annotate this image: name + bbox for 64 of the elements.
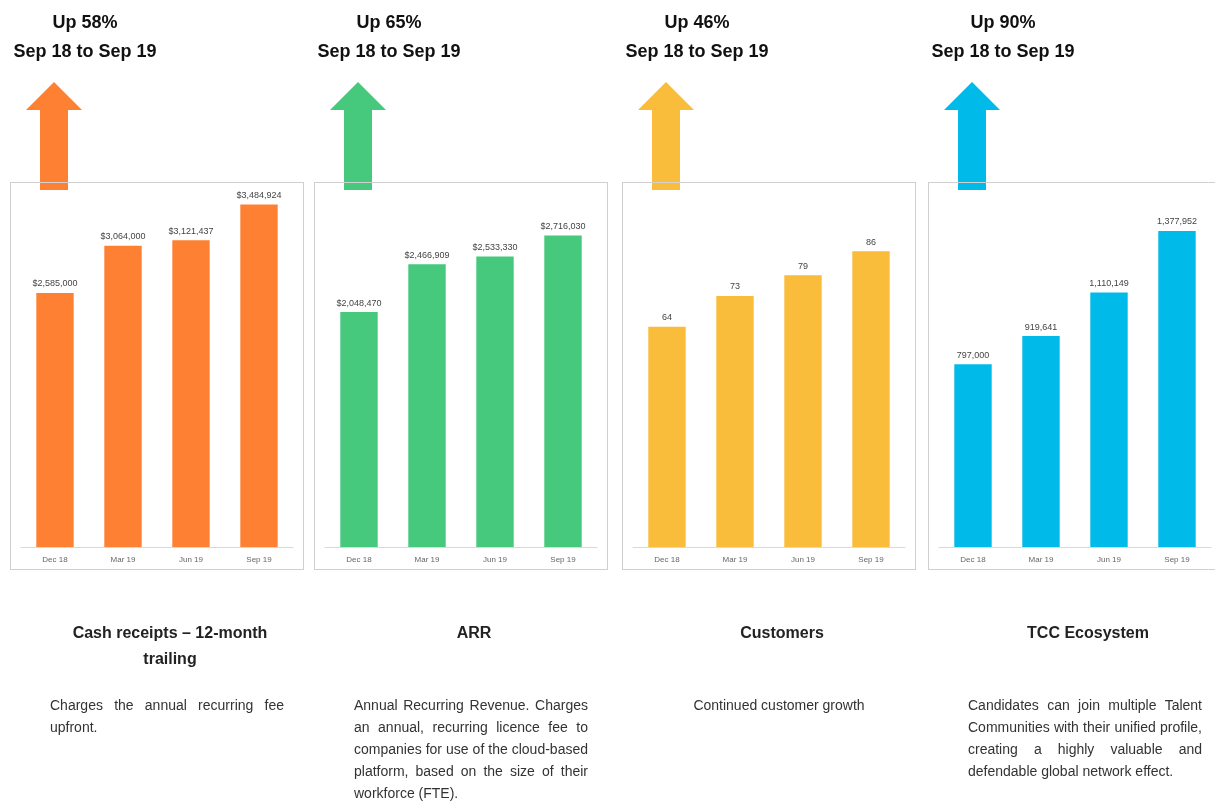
x-tick-label: Sep 19 <box>550 554 577 564</box>
x-tick-label: Jun 19 <box>1096 554 1122 564</box>
text: TCC Ecosystem <box>1026 623 1150 643</box>
data-label: $2,585,000 <box>32 278 78 289</box>
x-tick-label: Mar 19 <box>1028 554 1054 564</box>
x-tick-label: Dec 18 <box>960 554 987 564</box>
bar <box>1090 292 1128 547</box>
x-tick-label: Jun 19 <box>178 554 204 564</box>
data-label: $3,121,437 <box>168 225 214 236</box>
bar <box>240 204 278 547</box>
data-label: $2,533,330 <box>472 242 518 253</box>
bar <box>172 240 210 547</box>
data-label: $3,484,924 <box>236 189 282 200</box>
bar <box>648 326 686 547</box>
text: Sep 18 to Sep 19 <box>624 40 770 63</box>
text: Sep 18 to Sep 19 <box>930 40 1076 63</box>
text: Sep 18 to Sep 19 <box>316 40 462 63</box>
text: Sep 18 to Sep 19 <box>12 40 158 63</box>
text: Continued customer growth <box>692 696 866 715</box>
x-tick-label: Jun 19 <box>790 554 816 564</box>
text: Cash receipts – 12-month trailing <box>71 623 269 669</box>
bar <box>104 245 142 547</box>
data-label: $3,064,000 <box>100 231 146 242</box>
data-label: $2,048,470 <box>336 297 382 308</box>
text: Up 90% <box>969 11 1037 34</box>
bar <box>784 275 822 547</box>
data-label: 64 <box>661 312 673 323</box>
text: Customers <box>739 623 825 643</box>
data-label: 79 <box>797 260 809 271</box>
text: Annual Recurring Revenue. Charges an annual, recurring licence fee to companies for use of the cloud-based platform, based on the size of their workforce (FTE). <box>354 696 588 803</box>
data-label: 73 <box>729 281 741 292</box>
text: Up 58% <box>51 11 119 34</box>
x-tick-label: Sep 19 <box>246 554 273 564</box>
text: Charges the annual recurring fee upfront. <box>50 696 284 737</box>
data-label: 86 <box>865 236 877 247</box>
text: Up 65% <box>355 11 423 34</box>
x-tick-label: Dec 18 <box>346 554 373 564</box>
x-tick-label: Sep 19 <box>1164 554 1191 564</box>
text: Candidates can join multiple Talent Communities with their unified profile, creating a highly valuable and defendable global network effect. <box>968 696 1202 781</box>
text: ARR <box>455 623 493 643</box>
bar <box>852 251 890 547</box>
data-label: $2,466,909 <box>404 249 450 260</box>
x-tick-label: Sep 19 <box>858 554 885 564</box>
x-tick-label: Jun 19 <box>482 554 508 564</box>
bar <box>340 312 378 547</box>
data-label: 1,110,149 <box>1089 277 1129 288</box>
data-label: 797,000 <box>956 349 990 360</box>
bar <box>476 256 514 547</box>
data-label: 1,377,952 <box>1156 216 1198 227</box>
data-label: 919,641 <box>1024 321 1058 332</box>
bar <box>408 264 446 547</box>
x-tick-label: Dec 18 <box>42 554 69 564</box>
bar <box>1022 336 1060 547</box>
bar <box>954 364 992 547</box>
x-tick-label: Mar 19 <box>722 554 748 564</box>
bar <box>1158 230 1196 547</box>
x-tick-label: Dec 18 <box>654 554 681 564</box>
text: Up 46% <box>663 11 731 34</box>
x-tick-label: Mar 19 <box>414 554 440 564</box>
bar <box>716 295 754 547</box>
x-tick-label: Mar 19 <box>110 554 136 564</box>
data-label: $2,716,030 <box>540 221 586 232</box>
bar <box>544 235 582 547</box>
bar <box>36 292 74 547</box>
